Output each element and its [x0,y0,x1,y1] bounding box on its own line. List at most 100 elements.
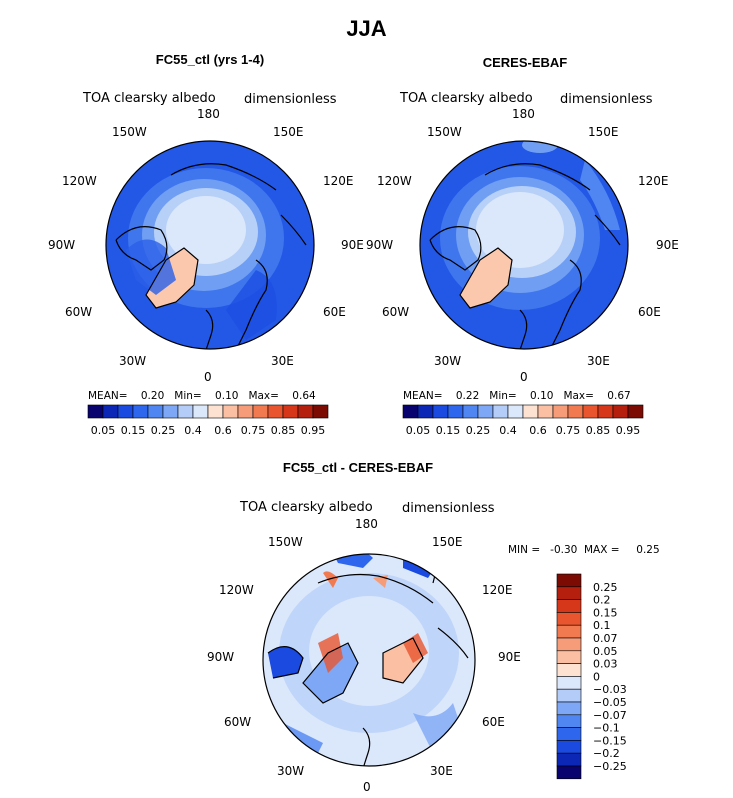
colorbar-cell [556,612,582,626]
colorbar-cell [556,586,582,600]
panel-1-lon-150e: 150E [273,125,304,139]
panel-2-colorbar: 0.05 0.15 0.25 0.4 0.6 0.75 0.85 0.95 [402,404,644,437]
colorbar-cell [522,404,539,419]
panel-3-lon-150w: 150W [268,535,303,549]
panel-3-lon-0: 0 [363,780,371,794]
colorbar-tick-label: 0.03 [593,658,618,671]
colorbar-tick-label: 0.95 [301,424,326,437]
colorbar-cell [556,676,582,690]
colorbar-cell [477,404,494,419]
panel-2-units-label: dimensionless [560,92,653,107]
colorbar-tick-label: 0.07 [593,632,618,645]
colorbar-cell [417,404,434,419]
colorbar-cell [556,701,582,716]
colorbar-cell [207,404,224,419]
panel-2-lon-180: 180 [512,107,535,121]
panel-1-coastlines [115,163,307,349]
panel-2-title: CERES-EBAF [482,55,568,70]
colorbar-tick-label: −0.07 [593,709,627,722]
colorbar-tick-label: 0.2 [593,594,611,607]
panel-3-units-label: dimensionless [402,501,495,516]
colorbar-cell [556,765,582,780]
colorbar-tick-label: 0.4 [184,424,202,437]
colorbar-cell [237,404,254,419]
figure-title: JJA [346,16,387,41]
colorbar-tick-label: 0.6 [214,424,232,437]
colorbar-tick-label: −0.2 [593,747,620,760]
colorbar-cell [567,404,584,419]
colorbar-cell [556,752,582,767]
colorbar-tick-label: 0.85 [271,424,296,437]
colorbar-cell [177,404,194,419]
panel-1-field [106,141,314,349]
colorbar-cell [612,404,629,419]
panel-1-lon-60w: 60W [65,305,93,319]
panel-2-lon-60w: 60W [382,305,410,319]
colorbar-cell [556,663,582,677]
panel-3-lon-90w: 90W [207,650,235,664]
colorbar-tick-label: 0.05 [593,645,618,658]
panel-3-lon-120e: 120E [482,583,513,597]
colorbar-tick-label: 0 [593,670,600,683]
panel-2-lon-120e: 120E [638,174,669,188]
colorbar-cell [282,404,299,419]
panel-2-lon-30w: 30W [434,354,462,368]
colorbar-cell [582,404,599,419]
panel-2-lon-90w: 90W [366,238,394,252]
panel-1-variable-label: TOA clearsky albedo [83,91,216,106]
colorbar-cell [462,404,479,419]
colorbar-cell [132,404,149,419]
colorbar-tick-label: 0.95 [616,424,641,437]
colorbar-cell [556,740,582,754]
colorbar-cell [162,404,179,419]
colorbar-cell [432,404,449,419]
panel-2-lon-120w: 120W [377,174,412,188]
panel-1-lon-120w: 120W [62,174,97,188]
panel-1-lon-180: 180 [197,107,220,121]
panel-1-stats: MEAN= 0.20 Min= 0.10 Max= 0.64 [88,390,316,402]
colorbar-tick-label: −0.03 [593,683,627,696]
colorbar-cell [147,404,164,419]
panel-3-title: FC55_ctl - CERES-EBAF [282,460,434,475]
colorbar-cell [267,404,284,419]
panel-1-lon-150w: 150W [112,125,147,139]
panel-2-lon-150e: 150E [588,125,619,139]
panel-1-lon-30w: 30W [119,354,147,368]
colorbar-tick-label: −0.05 [593,696,627,709]
colorbar-cell [537,404,554,419]
panel-1-lon-0: 0 [204,370,212,384]
panel-3-lon-60e: 60E [482,715,505,729]
colorbar-cell [507,404,524,419]
colorbar-cell [556,573,582,588]
colorbar-cell [252,404,269,419]
colorbar-cell [192,404,209,419]
panel-3-stats: MIN = -0.30 MAX = 0.25 [508,544,660,556]
colorbar-cell [552,404,569,419]
colorbar-cell [556,714,582,728]
panel-3-lon-30w: 30W [277,764,305,778]
panel-1-lon-120e: 120E [323,174,354,188]
colorbar-tick-label: 0.05 [406,424,431,437]
colorbar-cell [556,624,582,639]
colorbar-cell [87,404,104,419]
colorbar-tick-label: 0.25 [151,424,176,437]
panel-3-lon-120w: 120W [219,583,254,597]
colorbar-tick-label: 0.6 [529,424,547,437]
panel-2-lon-90e: 90E [656,238,679,252]
panel-2-field [420,141,628,349]
colorbar-cell [556,599,582,613]
panel-2-polar-map [419,140,629,350]
colorbar-cell [627,404,644,419]
panel-2-variable-label: TOA clearsky albedo [400,91,533,106]
colorbar-tick-label: 0.15 [121,424,146,437]
colorbar-tick-label: 0.05 [91,424,116,437]
colorbar-tick-label: 0.1 [593,619,611,632]
colorbar-tick-label: 0.25 [466,424,491,437]
colorbar-cell [402,404,419,419]
colorbar-tick-label: −0.25 [593,760,627,773]
panel-2-lon-150w: 150W [427,125,462,139]
panel-1-lon-90e: 90E [341,238,364,252]
colorbar-tick-label: 0.75 [556,424,581,437]
colorbar-tick-label: 0.75 [241,424,266,437]
colorbar-cell [102,404,119,419]
